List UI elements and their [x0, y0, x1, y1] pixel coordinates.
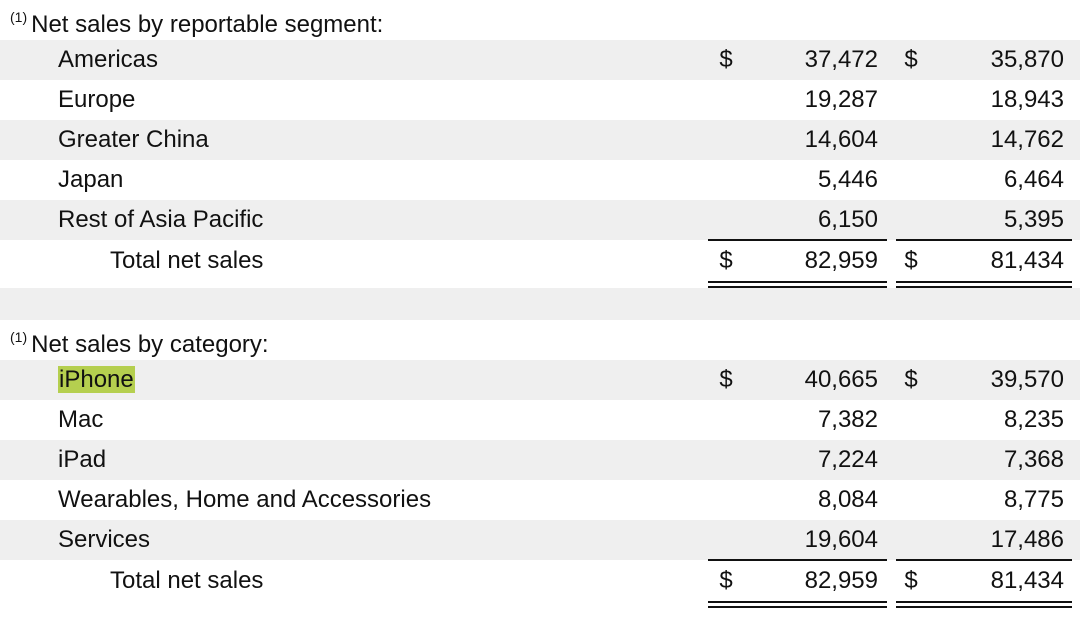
- table-row: iPhone $ 40,665 $ 39,570: [0, 360, 1080, 400]
- category-heading: (1) Net sales by category:: [10, 329, 269, 358]
- value-col1: 19,287: [804, 86, 878, 113]
- value-col2: 14,762: [990, 126, 1064, 153]
- row-label: Wearables, Home and Accessories: [58, 486, 432, 513]
- total-value-col1: 82,959: [804, 247, 878, 274]
- currency-symbol: $: [719, 567, 733, 594]
- total-value-col2: 81,434: [990, 247, 1064, 274]
- subtotal-rule: [896, 239, 1072, 241]
- table-row: Americas $ 37,472 $ 35,870: [0, 40, 1080, 80]
- table-row: Japan 5,446 6,464: [0, 160, 1080, 200]
- footnote-marker: (1): [10, 329, 28, 345]
- value-col1: 8,084: [817, 486, 878, 513]
- value-col1: 5,446: [817, 166, 878, 193]
- total-double-rule: [708, 601, 887, 608]
- total-double-rule: [708, 281, 887, 288]
- total-double-rule: [896, 601, 1072, 608]
- spacer-row: [0, 288, 1080, 320]
- row-label: Europe: [58, 86, 136, 113]
- row-label: iPad: [58, 446, 107, 473]
- currency-symbol: $: [904, 366, 918, 393]
- table-row: Greater China 14,604 14,762: [0, 120, 1080, 160]
- row-label: Japan: [58, 166, 124, 193]
- row-label: Rest of Asia Pacific: [58, 206, 264, 233]
- value-col2: 5,395: [1003, 206, 1064, 233]
- subtotal-rule: [896, 559, 1072, 561]
- total-label: Total net sales: [110, 247, 264, 274]
- row-label: Services: [58, 526, 151, 553]
- value-col2: 8,775: [1003, 486, 1064, 513]
- row-label: Mac: [58, 406, 104, 433]
- value-col1: 19,604: [804, 526, 878, 553]
- value-col1: 6,150: [817, 206, 878, 233]
- row-label: Greater China: [58, 126, 209, 153]
- total-value-col2: 81,434: [990, 567, 1064, 594]
- currency-symbol: $: [904, 567, 918, 594]
- currency-symbol: $: [719, 247, 733, 274]
- table-row: Rest of Asia Pacific 6,150 5,395: [0, 200, 1080, 240]
- total-row: Total net sales $ 82,959 $ 81,434: [0, 241, 1080, 281]
- table-row: Europe 19,287 18,943: [0, 80, 1080, 120]
- subtotal-rule: [708, 559, 887, 561]
- value-col1: 14,604: [804, 126, 878, 153]
- segment-heading: (1) Net sales by reportable segment:: [10, 9, 384, 38]
- footnote-marker: (1): [10, 9, 28, 25]
- total-double-rule: [896, 281, 1072, 288]
- value-col2: 6,464: [1003, 166, 1064, 193]
- value-col2: 17,486: [990, 526, 1064, 553]
- category-heading-row: (1) Net sales by category:: [0, 325, 1080, 365]
- currency-symbol: $: [904, 46, 918, 73]
- table-row: Services 19,604 17,486: [0, 520, 1080, 560]
- value-col2: 39,570: [990, 366, 1064, 393]
- table-row: Mac 7,382 8,235: [0, 400, 1080, 440]
- value-col1: 40,665: [804, 366, 878, 393]
- currency-symbol: $: [904, 247, 918, 274]
- row-label: Americas: [58, 46, 159, 73]
- subtotal-rule: [708, 239, 887, 241]
- highlighted-text: iPhone: [58, 366, 135, 393]
- total-label: Total net sales: [110, 567, 264, 594]
- value-col2: 35,870: [990, 46, 1064, 73]
- currency-symbol: $: [719, 366, 733, 393]
- row-label: iPhone: [58, 366, 135, 393]
- value-col2: 7,368: [1003, 446, 1064, 473]
- value-col1: 7,382: [817, 406, 878, 433]
- currency-symbol: $: [719, 46, 733, 73]
- value-col1: 37,472: [804, 46, 878, 73]
- value-col1: 7,224: [817, 446, 878, 473]
- segment-heading-row: (1) Net sales by reportable segment:: [0, 5, 1080, 45]
- table-row: Wearables, Home and Accessories 8,084 8,…: [0, 480, 1080, 520]
- value-col2: 18,943: [990, 86, 1064, 113]
- table-row: iPad 7,224 7,368: [0, 440, 1080, 480]
- value-col2: 8,235: [1003, 406, 1064, 433]
- total-row: Total net sales $ 82,959 $ 81,434: [0, 561, 1080, 601]
- total-value-col1: 82,959: [804, 567, 878, 594]
